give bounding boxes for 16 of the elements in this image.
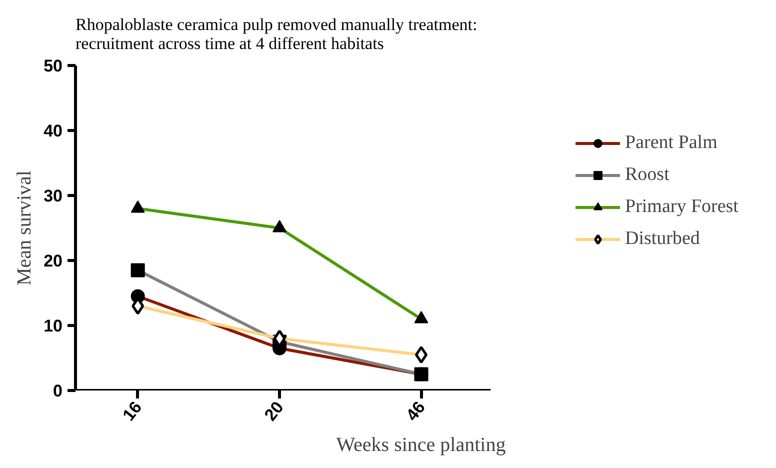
x-axis-title: Weeks since planting xyxy=(336,434,506,456)
legend-label: Parent Palm xyxy=(625,132,718,154)
legend-label: Primary Forest xyxy=(625,196,738,218)
y-tick-label: 0 xyxy=(53,382,63,400)
x-tick-label: 16 xyxy=(119,398,146,425)
legend-label: Roost xyxy=(625,164,670,186)
chart-title: Rhopaloblaste ceramica pulp removed manually treatment: recruitment across time at 4 different habitats xyxy=(76,15,478,53)
y-tick-label: 30 xyxy=(44,186,63,206)
y-tick-label: 40 xyxy=(44,122,63,140)
y-tick-label: 10 xyxy=(44,316,63,336)
y-axis-title: Mean survival xyxy=(14,170,36,286)
x-tick-label: 20 xyxy=(260,398,288,425)
x-tick-label: 46 xyxy=(402,398,430,425)
y-tick-label: 20 xyxy=(44,252,63,270)
legend-label: Disturbed xyxy=(625,228,700,250)
y-tick-label: 50 xyxy=(44,56,63,76)
